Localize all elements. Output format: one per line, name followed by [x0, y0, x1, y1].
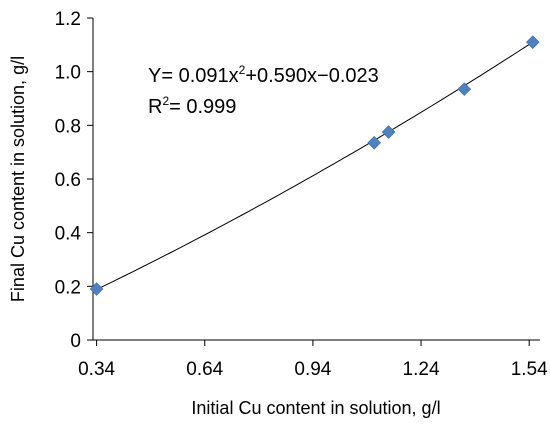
x-tick-label: 1.54	[511, 359, 548, 380]
data-point	[367, 135, 381, 150]
y-ticks: 0 0.2 0.4 0.6 0.8 1.0 1.2	[55, 9, 93, 352]
y-tick-label: 0.8	[55, 116, 81, 137]
y-tick-label: 0	[70, 331, 81, 352]
x-axis-label: Initial Cu content in solution, g/l	[191, 398, 440, 418]
x-tick-label: 1.24	[403, 359, 440, 380]
equation-annotation: Y= 0.091x2+0.590x−0.023	[148, 63, 379, 87]
x-tick-label: 0.34	[78, 359, 115, 380]
data-point	[457, 82, 472, 96]
data-markers	[89, 35, 540, 296]
data-point	[526, 35, 540, 49]
x-ticks: 0.34 0.64 0.94 1.24 1.54	[78, 340, 548, 380]
x-tick-label: 0.64	[186, 359, 223, 380]
data-point	[89, 282, 104, 296]
y-tick-label: 1.2	[55, 9, 81, 30]
y-axis-label: Final Cu content in solution, g/l	[8, 56, 28, 302]
r-squared-annotation: R2= 0.999	[148, 94, 236, 118]
data-point	[381, 125, 396, 139]
y-tick-label: 1.0	[55, 63, 81, 84]
y-tick-label: 0.4	[55, 224, 82, 245]
y-tick-label: 0.6	[55, 170, 81, 191]
y-tick-label: 0.2	[55, 277, 81, 298]
x-tick-label: 0.94	[294, 359, 331, 380]
